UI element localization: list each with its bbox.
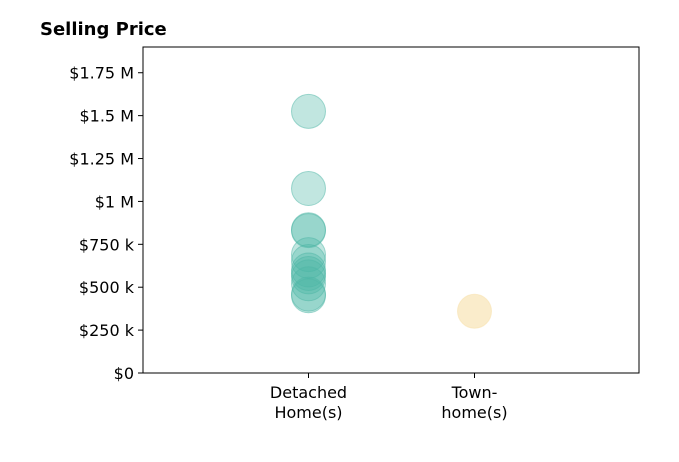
- x-tick-label: Home(s): [274, 403, 342, 422]
- data-point: [457, 293, 492, 329]
- data-point: [291, 266, 326, 302]
- y-tick-label: $0: [114, 364, 134, 383]
- y-tick-label: $1.25 M: [69, 150, 134, 169]
- data-point: [291, 237, 326, 273]
- data-point: [291, 93, 326, 129]
- y-tick-label: $1 M: [95, 192, 134, 211]
- y-tick-label: $750 k: [79, 235, 135, 254]
- plot-area: [142, 46, 640, 374]
- y-tick-label: $1.75 M: [69, 64, 134, 83]
- data-point: [291, 171, 326, 207]
- y-axis: $0 $250 k $500 k $750 k $1 M $1.25 M $1.5 M $1.…: [69, 64, 143, 383]
- scatter-points: [291, 93, 492, 329]
- data-point: [291, 213, 326, 249]
- x-tick-label: home(s): [441, 403, 507, 422]
- y-tick-label: $1.5 M: [79, 107, 134, 126]
- x-tick-label: Town-: [451, 383, 498, 402]
- x-tick-label: Detached: [270, 383, 347, 402]
- chart-title: Selling Price: [40, 19, 167, 40]
- data-point: [291, 278, 326, 314]
- y-tick-label: $500 k: [79, 278, 135, 297]
- y-tick-label: $250 k: [79, 321, 135, 340]
